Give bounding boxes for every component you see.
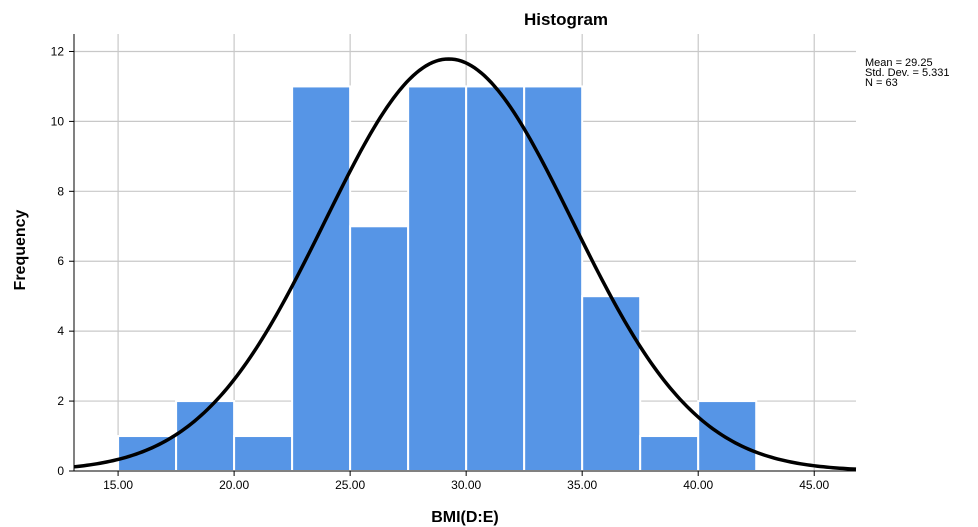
- y-axis-label: Frequency: [12, 209, 29, 290]
- y-tick-label: 12: [51, 44, 65, 58]
- histogram-bar: [291, 85, 352, 472]
- y-tick-label: 2: [57, 394, 64, 408]
- x-tick-label: 30.00: [451, 478, 481, 492]
- x-tick-label: 35.00: [567, 478, 597, 492]
- histogram-bars: [117, 85, 758, 473]
- histogram-bar: [639, 435, 700, 473]
- normal-curve: [73, 57, 857, 471]
- tick-labels: 0 2 4 6 8 10 12 15.00 20.00 25.00 30.00 35.00 40.00 4…: [51, 44, 830, 492]
- y-tick-label: 6: [57, 254, 64, 268]
- stats-line: Mean = 29.25: [865, 57, 933, 69]
- x-tick-label: 15.00: [103, 478, 133, 492]
- histogram-bar: [349, 225, 410, 472]
- x-tick-label: 40.00: [683, 478, 713, 492]
- y-tick-label: 10: [51, 114, 65, 128]
- chart-title: Histogram: [524, 10, 608, 29]
- stats-line: Std. Dev. = 5.331: [865, 67, 950, 79]
- histogram-bar: [233, 435, 294, 473]
- histogram-bar: [581, 295, 642, 473]
- histogram-bar: [407, 85, 468, 472]
- x-tick-label: 20.00: [219, 478, 249, 492]
- normal-curve-group: [73, 57, 857, 471]
- histogram-bar: [465, 85, 526, 472]
- x-tick-label: 45.00: [799, 478, 829, 492]
- axes: [69, 34, 856, 476]
- histogram-bar: [697, 400, 758, 472]
- histogram-bar: [523, 85, 584, 472]
- y-tick-label: 0: [57, 464, 64, 478]
- x-tick-label: 25.00: [335, 478, 365, 492]
- y-tick-label: 4: [57, 324, 64, 338]
- x-axis-label: BMI(D:E): [431, 509, 499, 526]
- y-tick-label: 8: [57, 184, 64, 198]
- stats-line: N = 63: [865, 77, 898, 89]
